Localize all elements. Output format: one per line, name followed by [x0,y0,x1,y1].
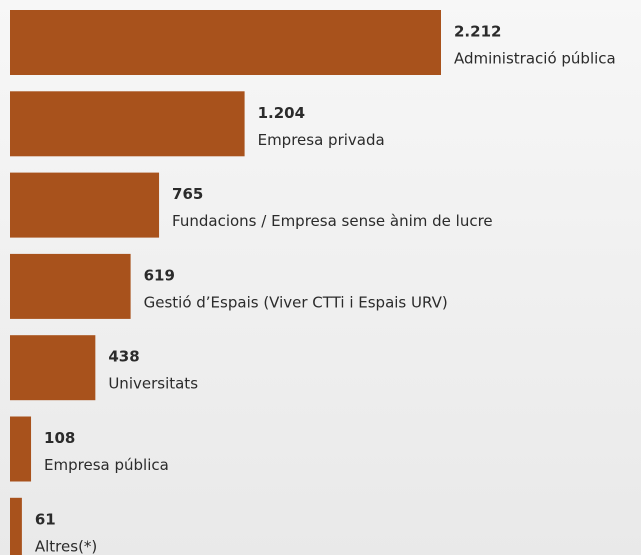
value-label: 765 [172,185,203,203]
bar [10,253,131,319]
value-label: 2.212 [454,23,501,41]
value-label: 438 [108,348,139,366]
value-label: 61 [35,510,56,528]
bar [10,335,96,401]
category-label: Gestió d’Espais (Viver CTTi i Espais URV… [144,293,448,311]
bar [10,172,160,238]
category-label: Empresa pública [44,456,169,474]
category-label: Altres(*) [35,537,97,555]
bar [10,416,32,482]
category-label: Administració pública [454,50,616,68]
value-label: 1.204 [258,104,305,122]
bar [10,10,441,75]
value-label: 619 [144,266,175,284]
bar [10,91,245,157]
value-label: 108 [44,429,75,447]
category-label: Universitats [108,375,198,393]
category-label: Empresa privada [258,131,385,149]
bar [10,497,22,555]
category-label: Fundacions / Empresa sense ànim de lucre [172,212,493,230]
